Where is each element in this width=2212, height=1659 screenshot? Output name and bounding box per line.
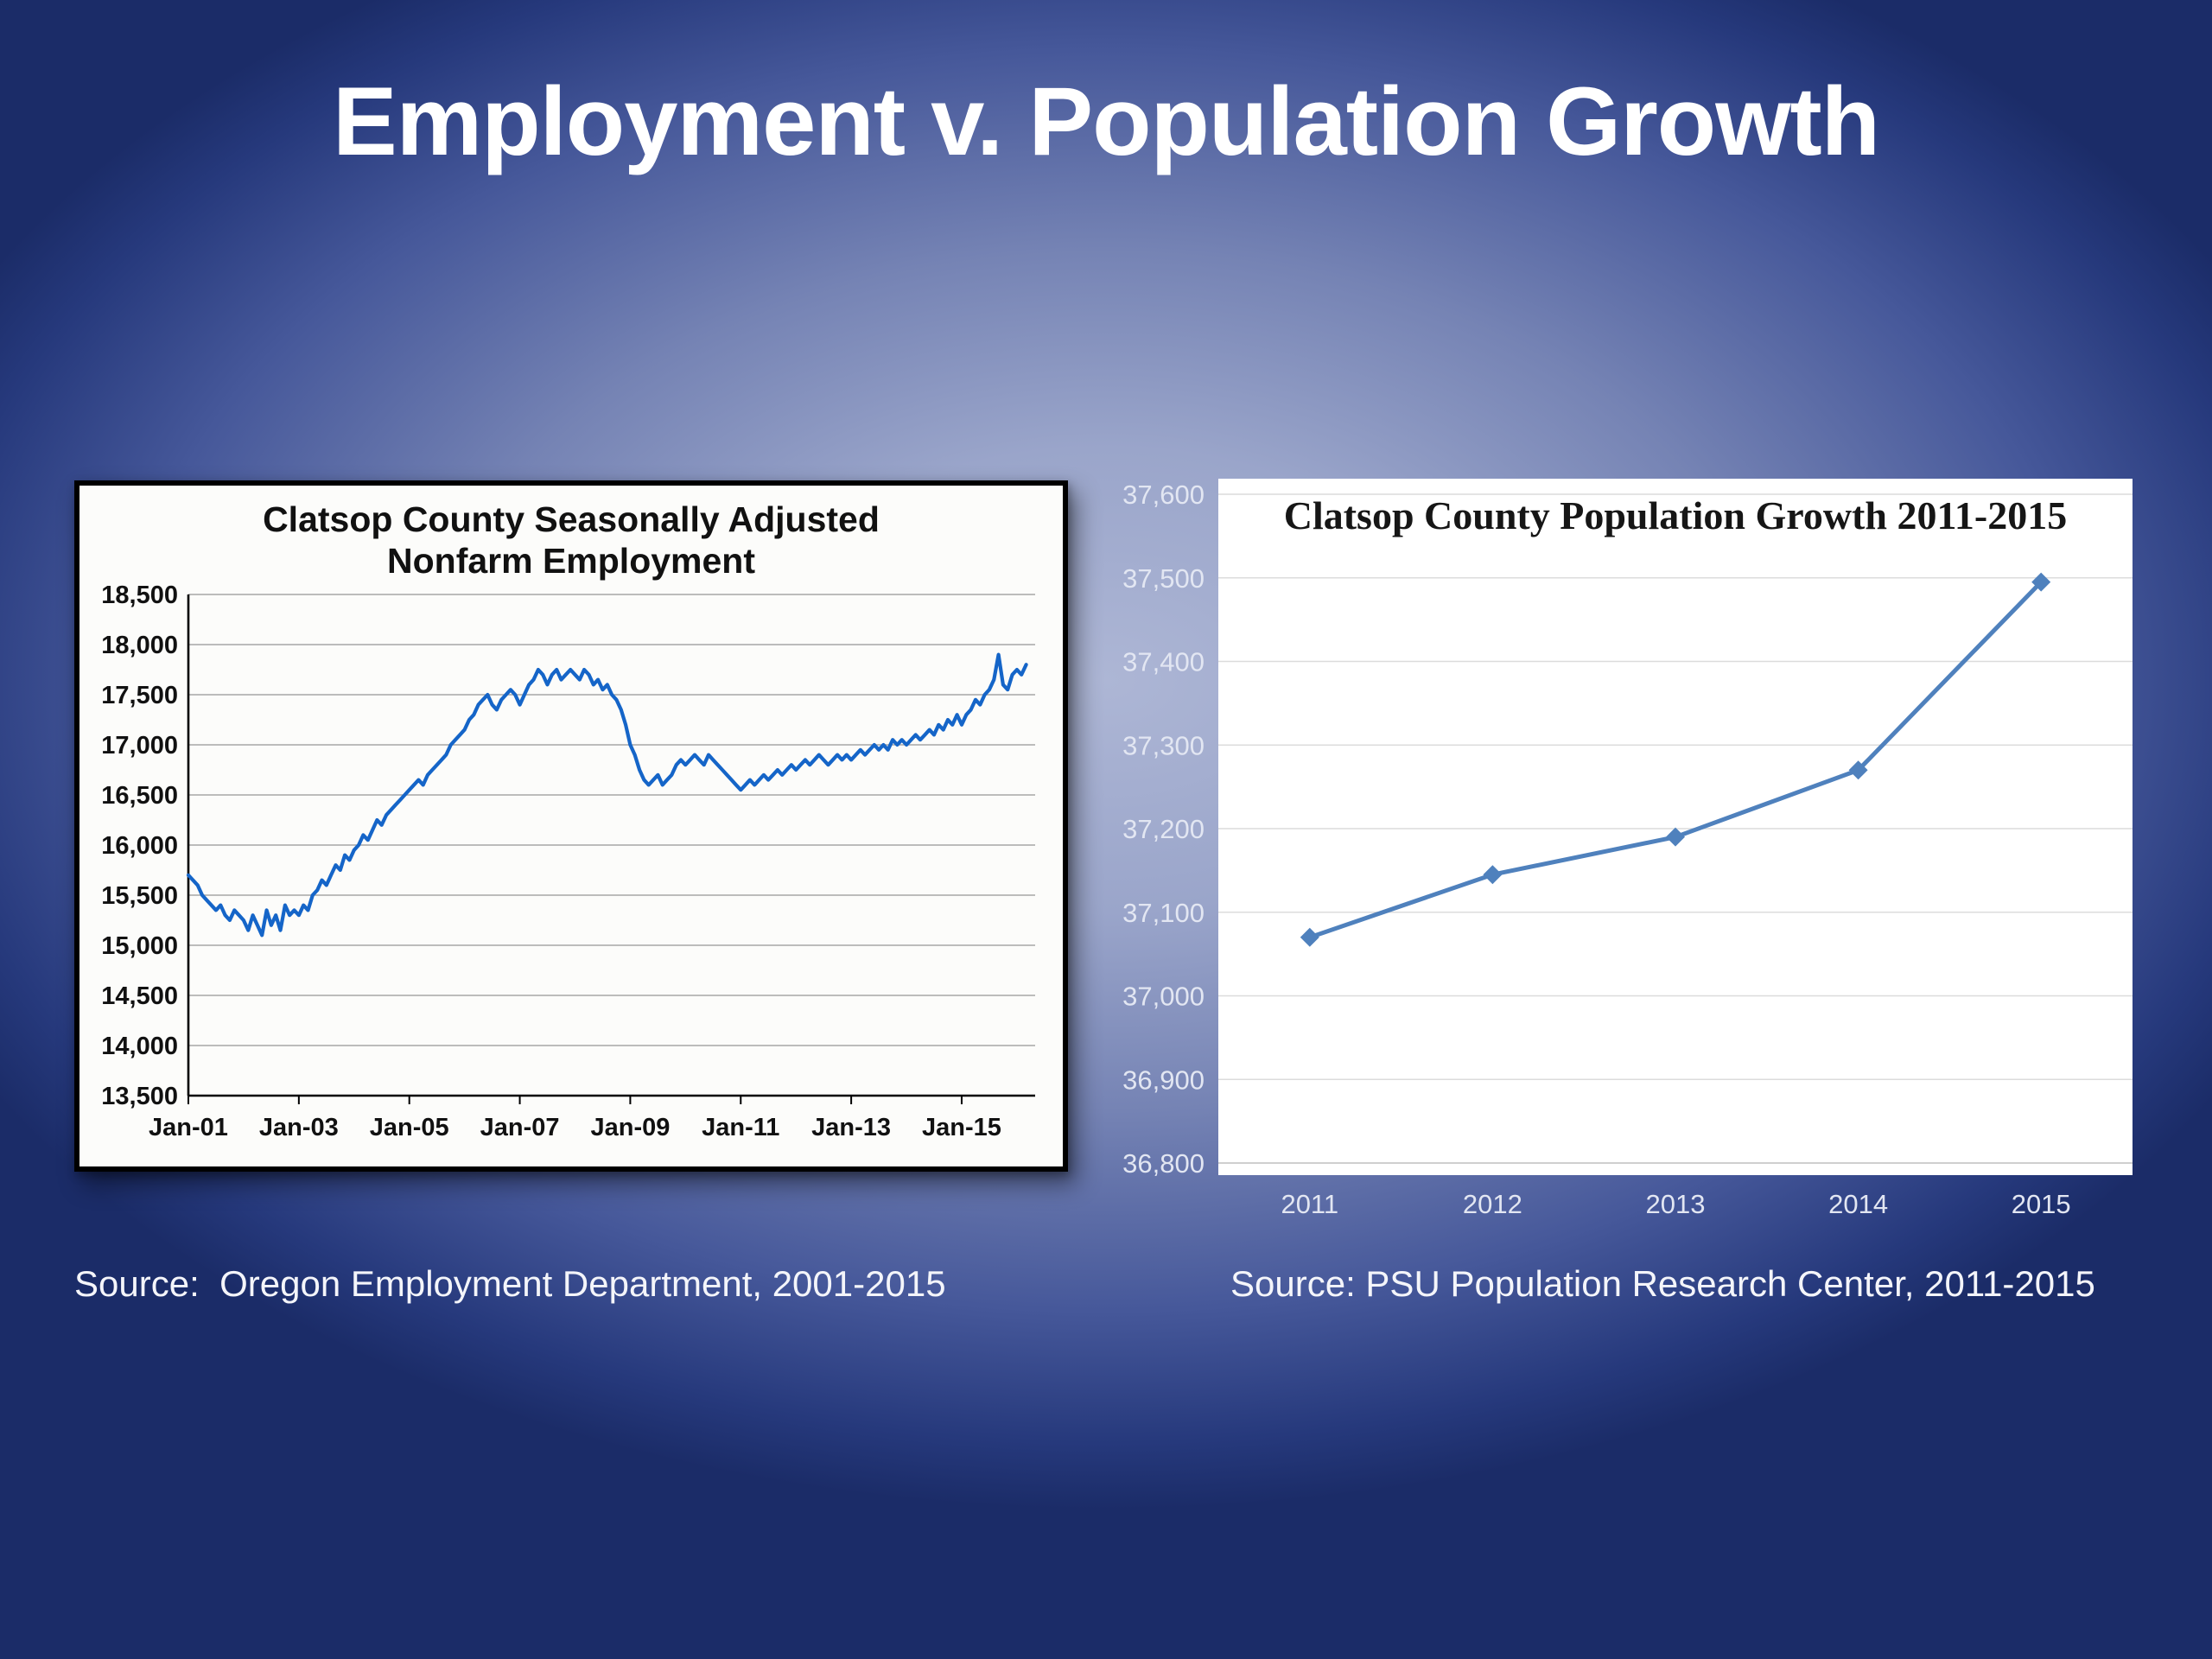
y-tick-label: 37,400 (1122, 647, 1205, 677)
data-point-marker (2031, 572, 2051, 592)
source-caption-right: Source: PSU Population Research Center, … (1230, 1263, 2095, 1304)
y-tick-label: 37,300 (1122, 730, 1205, 760)
data-point-marker (1483, 865, 1503, 885)
x-tick-label: Jan-01 (149, 1114, 228, 1141)
x-tick-label: Jan-07 (480, 1114, 560, 1141)
x-tick-label: Jan-13 (811, 1114, 891, 1141)
x-tick-label: Jan-15 (922, 1114, 1001, 1141)
slide-title: Employment v. Population Growth (332, 67, 1880, 175)
x-tick-label: 2011 (1281, 1189, 1338, 1219)
y-tick-label: 36,900 (1122, 1065, 1205, 1095)
data-point-marker (1300, 927, 1319, 947)
data-point-marker (1848, 760, 1868, 780)
y-tick-label: 14,000 (101, 1033, 178, 1060)
employment-series-line (186, 652, 1028, 938)
y-tick-label: 18,000 (101, 632, 178, 659)
y-tick-label: 37,500 (1122, 563, 1205, 594)
y-tick-label: 36,800 (1122, 1148, 1205, 1179)
y-tick-label: 37,100 (1122, 898, 1205, 928)
employment-chart-title-line2: Nonfarm Employment (387, 540, 755, 581)
population-chart-plot: 37,600 37,500 37,400 37,300 37,200 37,100 37,0… (1122, 479, 2133, 1219)
y-tick-label: 15,000 (101, 932, 178, 960)
employment-chart-title: Clatsop County Seasonally Adjusted Nonfa… (79, 486, 1063, 582)
source-caption-left: Source: Oregon Employment Department, 20… (74, 1263, 946, 1304)
population-chart-title: Clatsop County Population Growth 2011-20… (1284, 493, 2068, 537)
employment-chart-figure: Clatsop County Seasonally Adjusted Nonfa… (74, 480, 1068, 1172)
y-tick-label: 14,500 (101, 982, 178, 1010)
y-tick-label: 15,500 (101, 882, 178, 910)
employment-chart-title-line1: Clatsop County Seasonally Adjusted (263, 499, 880, 539)
y-tick-label: 16,500 (101, 782, 178, 810)
y-tick-label: 17,500 (101, 682, 178, 709)
x-tick-label: 2013 (1646, 1189, 1706, 1219)
y-tick-label: 13,500 (101, 1083, 178, 1110)
x-tick-label: 2014 (1828, 1189, 1888, 1219)
x-tick-label: 2015 (2012, 1189, 2071, 1219)
x-tick-label: 2012 (1463, 1189, 1522, 1219)
y-tick-label: 37,600 (1122, 480, 1205, 510)
x-tick-label: Jan-09 (590, 1114, 670, 1141)
plot-background (1218, 479, 2133, 1175)
y-tick-label: 37,000 (1122, 982, 1205, 1012)
data-point-marker (1666, 827, 1685, 847)
y-tick-label: 37,200 (1122, 814, 1205, 844)
y-tick-label: 18,500 (101, 582, 178, 609)
y-tick-label: 17,000 (101, 732, 178, 760)
x-tick-label: Jan-11 (702, 1114, 779, 1141)
x-tick-label: Jan-05 (370, 1114, 449, 1141)
employment-chart-plot: 18,500 18,000 17,500 17,000 16,500 16,000 15,5… (101, 582, 1035, 1141)
population-chart-figure: 37,600 37,500 37,400 37,300 37,200 37,100 37,0… (1090, 472, 2138, 1225)
y-tick-label: 16,000 (101, 832, 178, 860)
x-tick-label: Jan-03 (259, 1114, 339, 1141)
